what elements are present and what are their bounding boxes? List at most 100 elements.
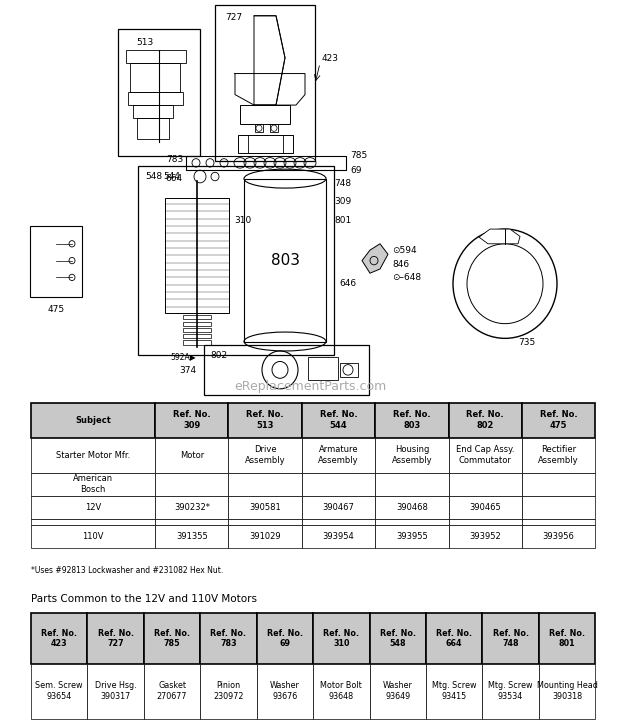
Bar bbox=[228, 496, 302, 519]
Bar bbox=[522, 496, 595, 519]
Text: Ref. No.
801: Ref. No. 801 bbox=[549, 629, 585, 648]
Bar bbox=[155, 496, 229, 519]
Text: Ref. No.
309: Ref. No. 309 bbox=[173, 410, 211, 431]
Bar bbox=[238, 134, 293, 153]
Bar bbox=[144, 613, 200, 664]
Text: Ref. No.
310: Ref. No. 310 bbox=[323, 629, 360, 648]
Text: 391029: 391029 bbox=[249, 532, 281, 541]
Text: Ref. No.
727: Ref. No. 727 bbox=[97, 629, 134, 648]
Bar bbox=[204, 345, 369, 395]
Bar bbox=[375, 438, 448, 473]
Bar bbox=[31, 473, 155, 496]
Text: Washer
93676: Washer 93676 bbox=[270, 681, 300, 701]
Bar bbox=[30, 226, 82, 298]
Text: 391355: 391355 bbox=[176, 532, 208, 541]
Text: 69: 69 bbox=[350, 166, 361, 175]
Bar bbox=[87, 664, 144, 719]
Bar bbox=[137, 118, 169, 139]
Text: Ref. No.
475: Ref. No. 475 bbox=[540, 410, 577, 431]
Bar bbox=[200, 613, 257, 664]
Bar bbox=[522, 525, 595, 548]
Text: 475: 475 bbox=[48, 305, 64, 314]
Bar bbox=[302, 525, 375, 548]
Bar bbox=[302, 438, 375, 473]
Bar bbox=[118, 30, 200, 155]
Bar bbox=[539, 664, 595, 719]
Text: 785: 785 bbox=[350, 151, 367, 160]
Bar bbox=[426, 613, 482, 664]
Bar bbox=[183, 315, 211, 319]
Text: 310: 310 bbox=[234, 216, 251, 225]
Bar bbox=[155, 525, 229, 548]
Bar bbox=[138, 166, 334, 355]
Text: 374: 374 bbox=[179, 366, 196, 375]
Bar bbox=[522, 473, 595, 496]
Text: 783: 783 bbox=[166, 155, 183, 164]
Bar bbox=[186, 155, 346, 170]
Text: Motor: Motor bbox=[180, 451, 204, 460]
Bar bbox=[133, 105, 173, 118]
Bar bbox=[370, 664, 426, 719]
Bar bbox=[31, 519, 155, 525]
Bar bbox=[31, 496, 155, 519]
Text: 846: 846 bbox=[392, 261, 409, 269]
Bar bbox=[257, 613, 313, 664]
Bar bbox=[130, 63, 180, 92]
Text: 393956: 393956 bbox=[542, 532, 575, 541]
Bar bbox=[302, 473, 375, 496]
Text: *Uses #92813 Lockwasher and #231082 Hex Nut.: *Uses #92813 Lockwasher and #231082 Hex … bbox=[31, 566, 223, 574]
Bar bbox=[308, 357, 338, 380]
Text: Mtg. Screw
93415: Mtg. Screw 93415 bbox=[432, 681, 476, 701]
Text: 390465: 390465 bbox=[469, 503, 501, 512]
Bar bbox=[128, 92, 183, 105]
Text: 513: 513 bbox=[136, 38, 153, 47]
Text: Ref. No.
548: Ref. No. 548 bbox=[379, 629, 416, 648]
Text: Ref. No.
748: Ref. No. 748 bbox=[492, 629, 529, 648]
Text: eReplacementParts.com: eReplacementParts.com bbox=[234, 380, 386, 393]
Bar bbox=[539, 613, 595, 664]
Bar bbox=[183, 340, 211, 345]
Bar bbox=[448, 473, 522, 496]
Text: 390467: 390467 bbox=[322, 503, 355, 512]
Text: Sem. Screw
93654: Sem. Screw 93654 bbox=[35, 681, 83, 701]
Text: Parts Common to the 12V and 110V Motors: Parts Common to the 12V and 110V Motors bbox=[31, 594, 257, 604]
Text: 393955: 393955 bbox=[396, 532, 428, 541]
Text: Drive
Assembly: Drive Assembly bbox=[245, 445, 285, 465]
Bar bbox=[87, 613, 144, 664]
Text: Subject: Subject bbox=[75, 416, 111, 425]
Polygon shape bbox=[254, 16, 285, 105]
Text: 748: 748 bbox=[334, 179, 351, 188]
Text: ⊙594: ⊙594 bbox=[392, 245, 417, 255]
Text: Ref. No.
513: Ref. No. 513 bbox=[246, 410, 284, 431]
Polygon shape bbox=[362, 244, 388, 273]
Bar bbox=[482, 613, 539, 664]
Text: Ref. No.
802: Ref. No. 802 bbox=[466, 410, 504, 431]
Text: 544: 544 bbox=[163, 172, 180, 182]
Bar bbox=[255, 124, 263, 132]
Text: Ref. No.
664: Ref. No. 664 bbox=[436, 629, 472, 648]
Polygon shape bbox=[478, 229, 520, 244]
Bar bbox=[448, 519, 522, 525]
Bar bbox=[302, 403, 375, 438]
Bar bbox=[31, 525, 155, 548]
Bar bbox=[228, 403, 302, 438]
Text: Ref. No.
544: Ref. No. 544 bbox=[320, 410, 357, 431]
Bar bbox=[155, 438, 229, 473]
Text: 592A▶: 592A▶ bbox=[170, 352, 196, 361]
Bar bbox=[426, 664, 482, 719]
Text: 802: 802 bbox=[210, 351, 227, 360]
Text: Drive Hsg.
390317: Drive Hsg. 390317 bbox=[95, 681, 136, 701]
Text: 664: 664 bbox=[166, 174, 183, 183]
Text: 727: 727 bbox=[225, 12, 242, 22]
Bar bbox=[244, 179, 326, 341]
Text: Ref. No.
69: Ref. No. 69 bbox=[267, 629, 303, 648]
Bar bbox=[340, 362, 358, 378]
Text: 390232*: 390232* bbox=[174, 503, 210, 512]
Text: Gasket
270677: Gasket 270677 bbox=[157, 681, 187, 701]
Bar bbox=[215, 5, 315, 160]
Text: American
Bosch: American Bosch bbox=[73, 474, 113, 494]
Bar bbox=[31, 664, 87, 719]
Bar bbox=[240, 105, 290, 124]
Bar bbox=[165, 197, 229, 313]
Text: Armature
Assembly: Armature Assembly bbox=[318, 445, 359, 465]
